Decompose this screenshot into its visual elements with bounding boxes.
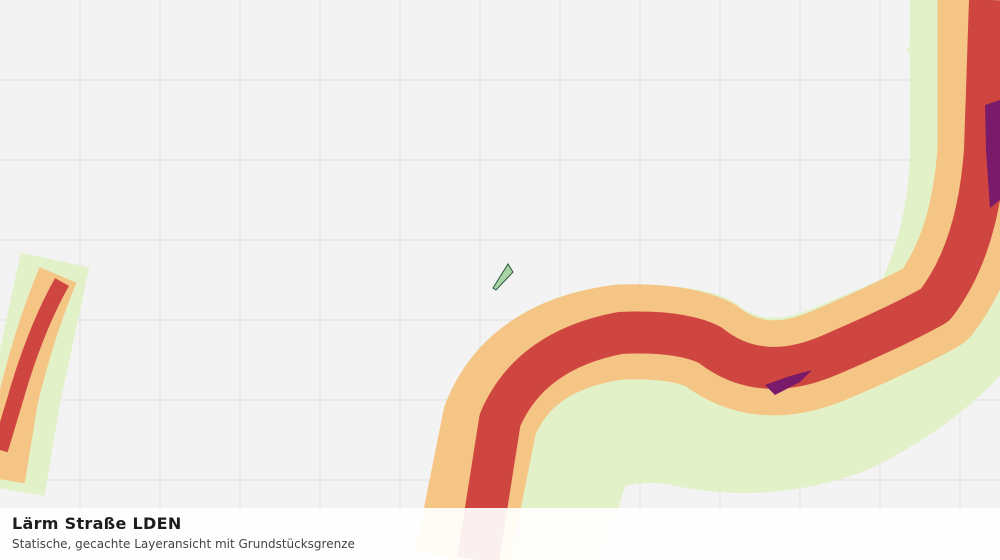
layer-subtitle: Statische, gecachte Layeransicht mit Gru… (12, 537, 355, 551)
parcel-outline (492, 263, 514, 291)
noise-main-road (415, 0, 1000, 560)
layer-title: Lärm Straße LDEN (12, 514, 182, 533)
noise-band-max (765, 370, 812, 395)
noise-left-road (0, 252, 90, 496)
noise-band-high (457, 0, 1000, 560)
noise-band-max (985, 100, 1000, 208)
caption-panel: Lärm Straße LDEN Statische, gecachte Lay… (0, 508, 1000, 560)
noise-band-high (0, 278, 69, 453)
